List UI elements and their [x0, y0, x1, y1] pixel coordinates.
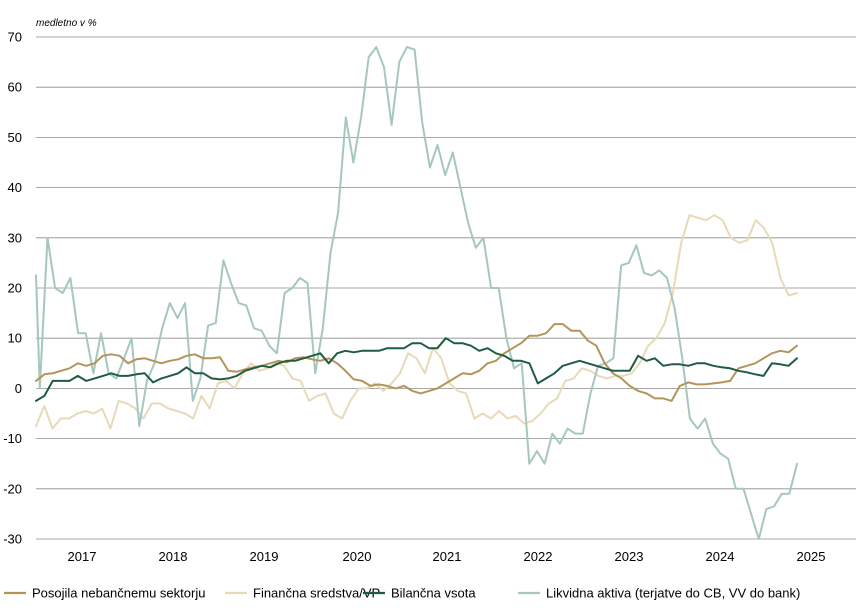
unit-label: medletno v %: [36, 18, 97, 29]
series-line-1: [35, 214, 798, 430]
y-tick-label: -20: [3, 481, 22, 496]
series-lines: [35, 46, 798, 540]
y-tick-label: 10: [8, 331, 22, 346]
legend: Posojila nebančnemu sektorju Finančna sre…: [4, 586, 800, 601]
y-tick-label: 50: [8, 130, 22, 145]
legend-label-2: Bilančna vsota: [391, 586, 476, 601]
x-tick-label: 2018: [159, 549, 188, 564]
x-tick-label: 2024: [706, 549, 735, 564]
y-tick-label: 20: [8, 281, 22, 296]
x-tick-label: 2022: [524, 549, 553, 564]
x-tick-label: 2021: [433, 549, 462, 564]
y-tick-label: 30: [8, 230, 22, 245]
y-tick-label: 60: [8, 80, 22, 95]
x-tick-label: 2020: [343, 549, 372, 564]
y-tick-label: 0: [15, 381, 22, 396]
y-tick-label: -10: [3, 431, 22, 446]
x-tick-label: 2017: [68, 549, 97, 564]
x-tick-label: 2025: [797, 549, 826, 564]
x-tick-label: 2023: [615, 549, 644, 564]
x-axis-ticks: 2017 2018 2019 2020 2021 2022 2023 2024 2025: [68, 549, 826, 564]
series-line-3: [35, 46, 798, 540]
y-tick-label: -30: [3, 532, 22, 547]
gridlines: [36, 36, 856, 540]
x-tick-label: 2019: [250, 549, 279, 564]
legend-label-1: Finančna sredstva/VP: [253, 586, 380, 601]
legend-label-3: Likvidna aktiva (terjatve do CB, VV do b…: [546, 586, 800, 601]
series-line-2: [35, 337, 798, 402]
series-line-0: [35, 323, 798, 402]
y-tick-label: 70: [8, 30, 22, 45]
y-tick-label: 40: [8, 180, 22, 195]
legend-label-0: Posojila nebančnemu sektorju: [32, 586, 205, 601]
y-axis-ticks: 70 60 50 40 30 20 10 0 -10 -20 -30: [3, 30, 22, 547]
